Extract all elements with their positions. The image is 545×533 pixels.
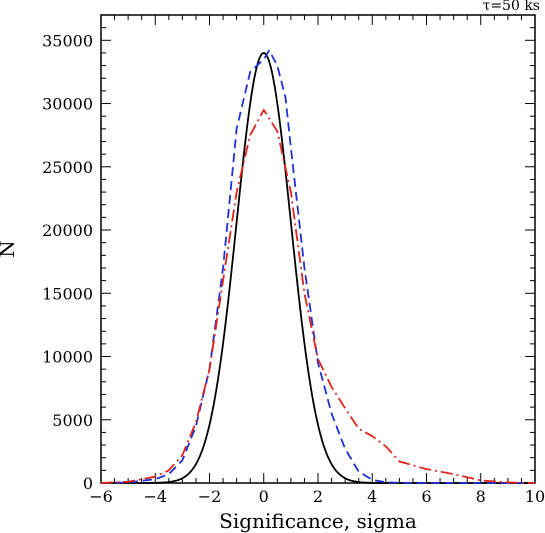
- y-tick-label: 0: [83, 474, 93, 493]
- y-tick-label: 25000: [42, 158, 93, 177]
- x-axis-title: Significance, sigma: [219, 509, 417, 533]
- x-tick-label: 4: [367, 487, 377, 506]
- series-line-dashed: [100, 49, 535, 484]
- x-tick-label: 8: [476, 487, 486, 506]
- y-tick-label: 15000: [42, 284, 93, 303]
- y-tick-label: 10000: [42, 348, 93, 367]
- x-tick-label: −2: [198, 487, 222, 506]
- x-tick-label: 2: [313, 487, 323, 506]
- y-tick-label: 20000: [42, 221, 93, 240]
- axis-ticks: [100, 14, 536, 484]
- y-axis-title: N: [0, 240, 19, 258]
- y-tick-label: 5000: [52, 411, 93, 430]
- y-tick-label: 30000: [42, 95, 93, 114]
- series-line-dashdot: [100, 108, 536, 484]
- x-tick-label: −6: [89, 487, 113, 506]
- plot-frame: [100, 14, 536, 484]
- x-tick-labels: −6 −4 −2 0 2 4 6 8 10: [89, 487, 545, 506]
- x-tick-label: −4: [143, 487, 167, 506]
- x-tick-label: 6: [421, 487, 431, 506]
- x-tick-label: 10: [525, 487, 545, 506]
- y-tick-label: 35000: [42, 31, 93, 50]
- x-tick-label: 0: [259, 487, 269, 506]
- series-line-solid: [101, 52, 535, 484]
- annotation-tau: τ=50 ks: [483, 0, 540, 14]
- y-tick-labels: 0 5000 10000 15000 20000 25000 30000 35000: [42, 31, 93, 493]
- series-group: [100, 49, 536, 484]
